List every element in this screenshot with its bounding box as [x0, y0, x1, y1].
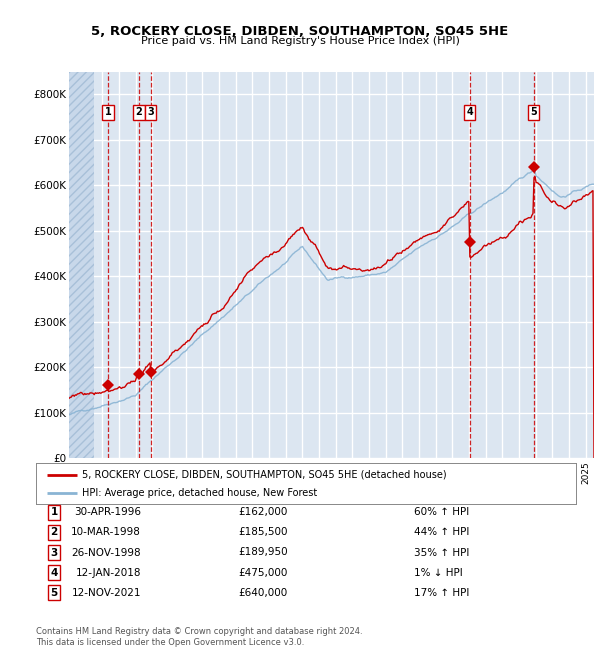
Text: 2: 2 [136, 107, 142, 117]
Text: 26-NOV-1998: 26-NOV-1998 [71, 547, 141, 558]
Text: 4: 4 [466, 107, 473, 117]
Text: 3: 3 [50, 547, 58, 558]
Text: 44% ↑ HPI: 44% ↑ HPI [414, 527, 469, 538]
Text: 5, ROCKERY CLOSE, DIBDEN, SOUTHAMPTON, SO45 5HE: 5, ROCKERY CLOSE, DIBDEN, SOUTHAMPTON, S… [91, 25, 509, 38]
Text: £475,000: £475,000 [239, 567, 288, 578]
Bar [69, 72, 94, 458]
Text: 4: 4 [50, 567, 58, 578]
Text: 5: 5 [50, 588, 58, 598]
Text: 2: 2 [50, 527, 58, 538]
Text: 17% ↑ HPI: 17% ↑ HPI [414, 588, 469, 598]
Text: 3: 3 [147, 107, 154, 117]
Text: 5, ROCKERY CLOSE, DIBDEN, SOUTHAMPTON, SO45 5HE (detached house): 5, ROCKERY CLOSE, DIBDEN, SOUTHAMPTON, S… [82, 470, 446, 480]
Text: 12-NOV-2021: 12-NOV-2021 [71, 588, 141, 598]
Text: 10-MAR-1998: 10-MAR-1998 [71, 527, 141, 538]
Text: 1: 1 [104, 107, 111, 117]
Text: Contains HM Land Registry data © Crown copyright and database right 2024.
This d: Contains HM Land Registry data © Crown c… [36, 627, 362, 647]
Text: 5: 5 [530, 107, 537, 117]
Text: 1: 1 [50, 507, 58, 517]
Text: 35% ↑ HPI: 35% ↑ HPI [414, 547, 469, 558]
Text: 12-JAN-2018: 12-JAN-2018 [76, 567, 141, 578]
Text: 30-APR-1996: 30-APR-1996 [74, 507, 141, 517]
Text: HPI: Average price, detached house, New Forest: HPI: Average price, detached house, New … [82, 488, 317, 499]
Text: Price paid vs. HM Land Registry's House Price Index (HPI): Price paid vs. HM Land Registry's House … [140, 36, 460, 46]
Text: £640,000: £640,000 [239, 588, 288, 598]
Text: 60% ↑ HPI: 60% ↑ HPI [414, 507, 469, 517]
Text: 1% ↓ HPI: 1% ↓ HPI [414, 567, 463, 578]
Text: £185,500: £185,500 [239, 527, 288, 538]
Text: £189,950: £189,950 [238, 547, 288, 558]
Text: £162,000: £162,000 [239, 507, 288, 517]
